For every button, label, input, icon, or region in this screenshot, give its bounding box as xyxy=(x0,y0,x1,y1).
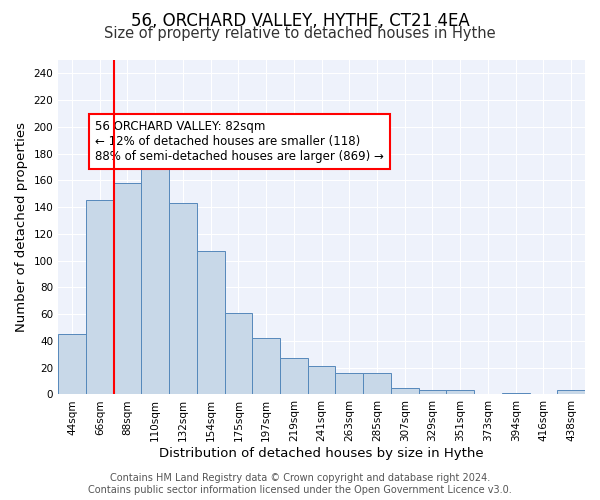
Bar xyxy=(197,252,224,394)
Bar xyxy=(86,200,113,394)
X-axis label: Distribution of detached houses by size in Hythe: Distribution of detached houses by size … xyxy=(159,447,484,460)
Bar xyxy=(419,390,446,394)
Bar xyxy=(280,358,308,394)
Bar xyxy=(391,388,419,394)
Bar xyxy=(308,366,335,394)
Text: Size of property relative to detached houses in Hythe: Size of property relative to detached ho… xyxy=(104,26,496,41)
Bar xyxy=(113,183,142,394)
Bar xyxy=(502,393,530,394)
Bar xyxy=(252,338,280,394)
Y-axis label: Number of detached properties: Number of detached properties xyxy=(15,122,28,332)
Bar xyxy=(557,390,585,394)
Text: Contains HM Land Registry data © Crown copyright and database right 2024.
Contai: Contains HM Land Registry data © Crown c… xyxy=(88,474,512,495)
Bar xyxy=(335,373,363,394)
Bar xyxy=(58,334,86,394)
Bar xyxy=(142,120,169,394)
Bar xyxy=(169,203,197,394)
Bar xyxy=(446,390,474,394)
Bar xyxy=(224,313,252,394)
Bar xyxy=(363,373,391,394)
Text: 56 ORCHARD VALLEY: 82sqm
← 12% of detached houses are smaller (118)
88% of semi-: 56 ORCHARD VALLEY: 82sqm ← 12% of detach… xyxy=(95,120,384,163)
Text: 56, ORCHARD VALLEY, HYTHE, CT21 4EA: 56, ORCHARD VALLEY, HYTHE, CT21 4EA xyxy=(131,12,469,30)
